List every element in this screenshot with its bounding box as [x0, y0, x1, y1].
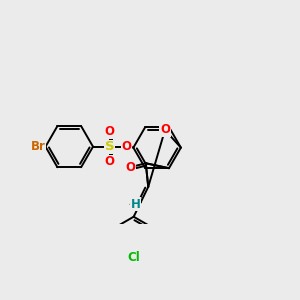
- Text: Br: Br: [31, 140, 46, 153]
- Text: O: O: [126, 160, 136, 174]
- Text: O: O: [105, 125, 115, 138]
- Text: Cl: Cl: [127, 251, 140, 264]
- Text: H: H: [130, 198, 140, 211]
- Text: O: O: [160, 124, 170, 136]
- Text: S: S: [105, 140, 114, 153]
- Text: O: O: [105, 155, 115, 168]
- Text: O: O: [121, 140, 131, 153]
